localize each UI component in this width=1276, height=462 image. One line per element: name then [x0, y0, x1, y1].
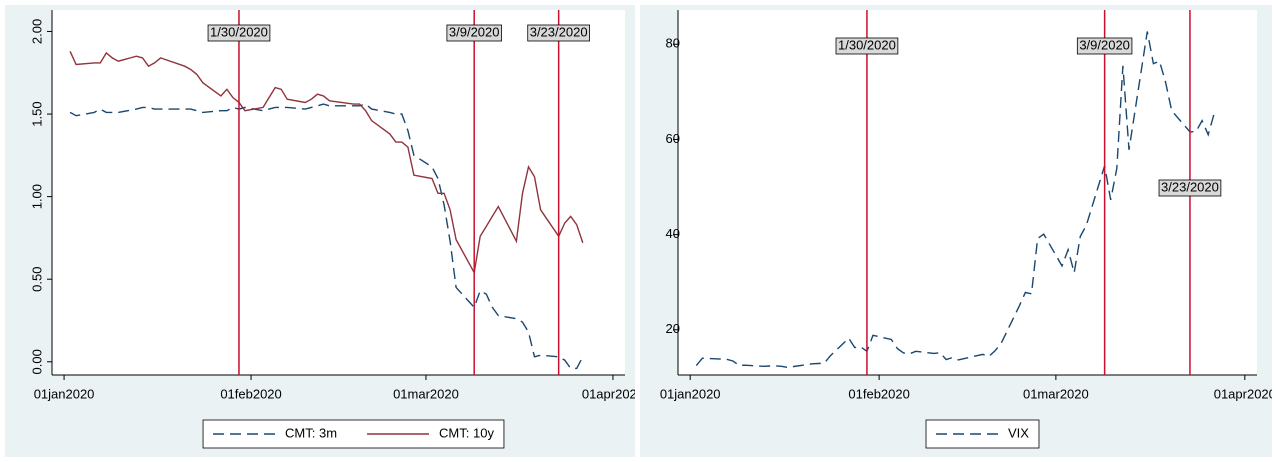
legend: VIX [925, 419, 1040, 449]
y-tick-label: 40 [666, 226, 680, 241]
y-tick-label: 60 [666, 131, 680, 146]
reference-label-box [1076, 37, 1133, 55]
series-line [695, 31, 1215, 369]
reference-label: 3/23/2020 [1161, 179, 1219, 194]
legend-label: CMT: 10y [439, 425, 494, 440]
reference-label-box [207, 24, 271, 42]
reference-label: 1/30/2020 [210, 24, 268, 39]
x-tick-label: 01jan2020 [34, 386, 95, 401]
y-tick-label: 20 [666, 321, 680, 336]
x-tick-label: 01mar2020 [1023, 386, 1089, 401]
y-tick-label: 1.00 [29, 184, 44, 209]
reference-label: 3/9/2020 [449, 24, 500, 39]
reference-label-box [446, 24, 502, 42]
plot-area [52, 10, 625, 375]
reference-label-box [835, 37, 899, 55]
x-tick-label: 01apr2020 [582, 386, 644, 401]
legend-label: CMT: 3m [285, 425, 337, 440]
legend: CMT: 3m CMT: 10y [202, 419, 505, 449]
x-tick-label: 01feb2020 [848, 386, 909, 401]
chart-panel: 20 40 60 80 01jan2020 01feb2020 01mar2020 01apr… [660, 10, 1276, 449]
chart-panel: 0.00 0.50 1.00 1.50 2.00 01jan2020 01feb2020 01… [29, 10, 644, 449]
legend-label: VIX [1008, 425, 1029, 440]
y-tick-label: 2.00 [29, 19, 44, 44]
reference-label: 3/23/2020 [530, 24, 588, 39]
reference-label-box [1158, 179, 1222, 197]
reference-label: 1/30/2020 [838, 37, 896, 52]
x-tick-label: 01mar2020 [393, 386, 459, 401]
y-tick-label: 1.50 [29, 101, 44, 126]
series-line [69, 103, 584, 370]
x-tick-label: 01jan2020 [660, 386, 721, 401]
y-tick-label: 80 [666, 36, 680, 51]
reference-label-box [527, 24, 590, 42]
reference-label: 3/9/2020 [1079, 37, 1130, 52]
y-tick-label: 0.50 [29, 267, 44, 292]
series-line [69, 51, 584, 275]
y-tick-label: 0.00 [29, 349, 44, 374]
x-tick-label: 01apr2020 [1214, 386, 1276, 401]
x-tick-label: 01feb2020 [220, 386, 281, 401]
